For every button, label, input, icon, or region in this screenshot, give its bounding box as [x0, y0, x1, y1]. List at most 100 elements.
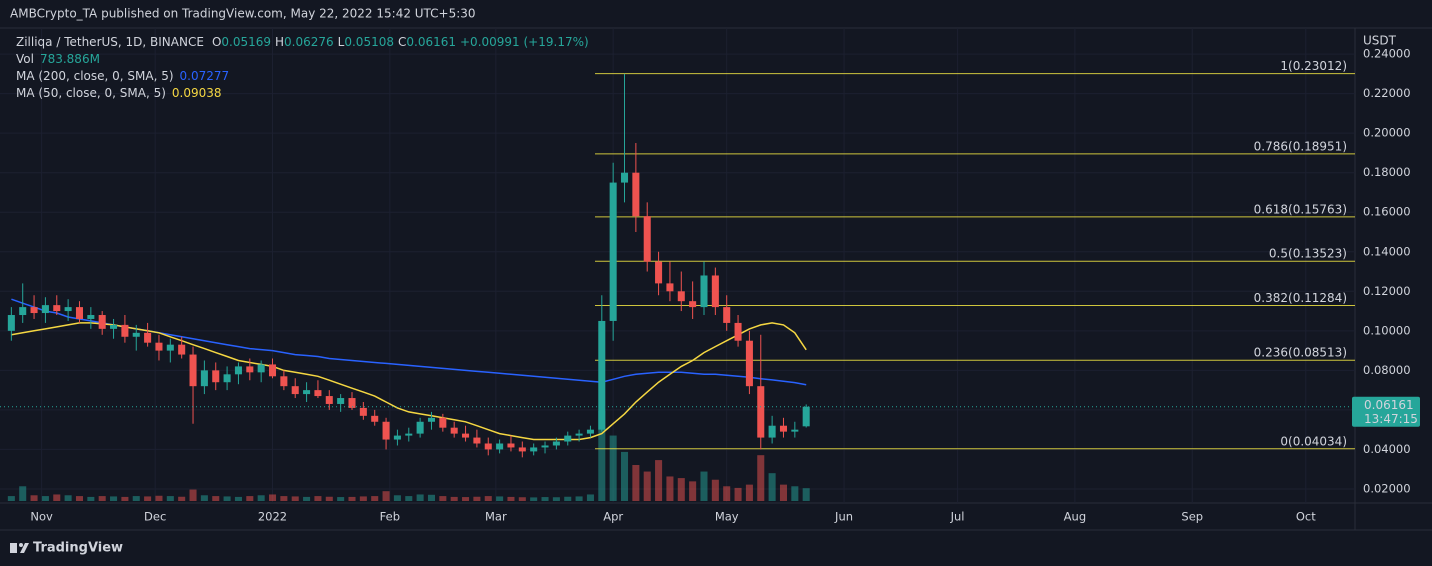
volume-bar	[246, 496, 254, 501]
fib-label: 0(0.04034)	[1280, 434, 1347, 448]
candle-body	[734, 322, 742, 341]
candle-body	[779, 425, 787, 432]
volume-bar	[64, 495, 72, 501]
candle-body	[586, 429, 594, 434]
x-tick-label: Feb	[380, 510, 400, 524]
x-tick-label: 2022	[258, 510, 287, 524]
candle-body	[257, 364, 265, 373]
volume-bar	[632, 465, 640, 501]
fib-label: 0.786(0.18951)	[1254, 139, 1347, 153]
price-tag-value: 0.06161	[1364, 398, 1414, 412]
y-tick-label: 0.24000	[1363, 47, 1411, 61]
candle-body	[144, 332, 152, 343]
y-tick-label: 0.14000	[1363, 244, 1411, 258]
volume-bar	[745, 484, 753, 501]
fib-levels: 1(0.23012) 0.786(0.18951) 0.618(0.15763) 0.…	[595, 59, 1355, 450]
volume-bar	[768, 473, 776, 501]
candle-body	[666, 283, 674, 292]
volume-bar	[666, 476, 674, 501]
legend: Zilliqa / TetherUS, 1D, BINANCE O0.05169 H…	[16, 35, 589, 100]
volume-bar	[359, 496, 367, 501]
candle-body	[791, 429, 799, 432]
ohlc-letter: L	[338, 35, 345, 49]
candle-body	[473, 437, 481, 444]
volume-value: 783.886M	[40, 52, 100, 66]
x-tick-label: Mar	[485, 510, 507, 524]
volume-bar	[496, 496, 504, 501]
currency: USDT	[1363, 34, 1397, 48]
candle-body	[416, 421, 424, 434]
volume-bar	[689, 481, 697, 501]
moving-averages	[11, 298, 807, 441]
ma-value: 0.09038	[172, 86, 222, 100]
ohlc-letter: O	[212, 35, 221, 49]
candle-body	[87, 315, 95, 319]
candle-body	[178, 344, 186, 355]
volume-bar	[439, 496, 447, 501]
price-tag-countdown: 13:47:15	[1364, 412, 1418, 426]
volume-bar	[121, 496, 129, 501]
volume-bar	[393, 495, 401, 501]
candle-body	[359, 407, 367, 416]
candle-body	[393, 435, 401, 440]
candle-body	[632, 172, 640, 217]
candle-body	[598, 320, 606, 430]
legend-ma: MA (200, close, 0, SMA, 5) 0.07277	[16, 69, 229, 83]
candle-body	[450, 427, 458, 434]
y-tick-label: 0.18000	[1363, 165, 1411, 179]
legend-volume: Vol 783.886M	[16, 52, 100, 66]
logo-slash	[20, 543, 29, 553]
candle-body	[41, 305, 49, 314]
volume-bar	[711, 479, 719, 501]
logo-dot	[19, 543, 23, 547]
volume-bar	[144, 496, 152, 501]
candle-body	[802, 406, 810, 427]
volume-bar	[178, 496, 186, 501]
candle-body	[757, 386, 765, 438]
candle-body	[530, 447, 538, 452]
y-tick-label: 0.08000	[1363, 363, 1411, 377]
volume-bar	[75, 496, 84, 501]
candle-body	[620, 172, 629, 183]
y-tick-label: 0.02000	[1363, 481, 1411, 495]
candle-body	[268, 364, 277, 377]
volume-bar	[314, 496, 322, 501]
x-tick-label: May	[715, 510, 739, 524]
volume-bar	[405, 496, 413, 501]
candle-body	[427, 417, 436, 422]
volume-bar	[507, 496, 515, 501]
candle-body	[98, 315, 106, 329]
volume-bar	[655, 460, 663, 501]
volume-bar	[802, 488, 810, 501]
y-tick-label: 0.16000	[1363, 205, 1411, 219]
change: +0.00991 (+19.17%)	[460, 35, 589, 49]
ohlc-value: 0.05108	[344, 35, 394, 49]
candle-body	[53, 305, 61, 312]
candle-body	[768, 425, 776, 438]
volume-bar	[530, 497, 538, 501]
y-tick-label: 0.22000	[1363, 86, 1411, 100]
ohlc-value: 0.06276	[284, 35, 334, 49]
candle-body	[711, 275, 719, 308]
volume-bar	[30, 495, 38, 501]
candle-body	[348, 398, 356, 408]
volume-bar	[53, 494, 61, 501]
candle-body	[405, 433, 413, 436]
volume-bar	[19, 486, 27, 501]
fib-label: 0.236(0.08513)	[1254, 346, 1347, 360]
logo-mark	[10, 543, 17, 553]
volume-bar	[484, 496, 492, 501]
volume-bar	[166, 496, 174, 501]
volume-bar	[416, 494, 424, 501]
candle-body	[382, 421, 390, 440]
ma-line	[11, 322, 807, 441]
ohlc-value: 0.05169	[221, 35, 271, 49]
candle-body	[575, 433, 583, 436]
candle-body	[609, 182, 617, 321]
x-tick-label: Apr	[603, 510, 623, 524]
x-tick-label: Sep	[1181, 510, 1203, 524]
symbol: Zilliqa / TetherUS, 1D, BINANCE	[16, 35, 204, 49]
candles	[7, 73, 810, 458]
candle-body	[507, 443, 515, 448]
